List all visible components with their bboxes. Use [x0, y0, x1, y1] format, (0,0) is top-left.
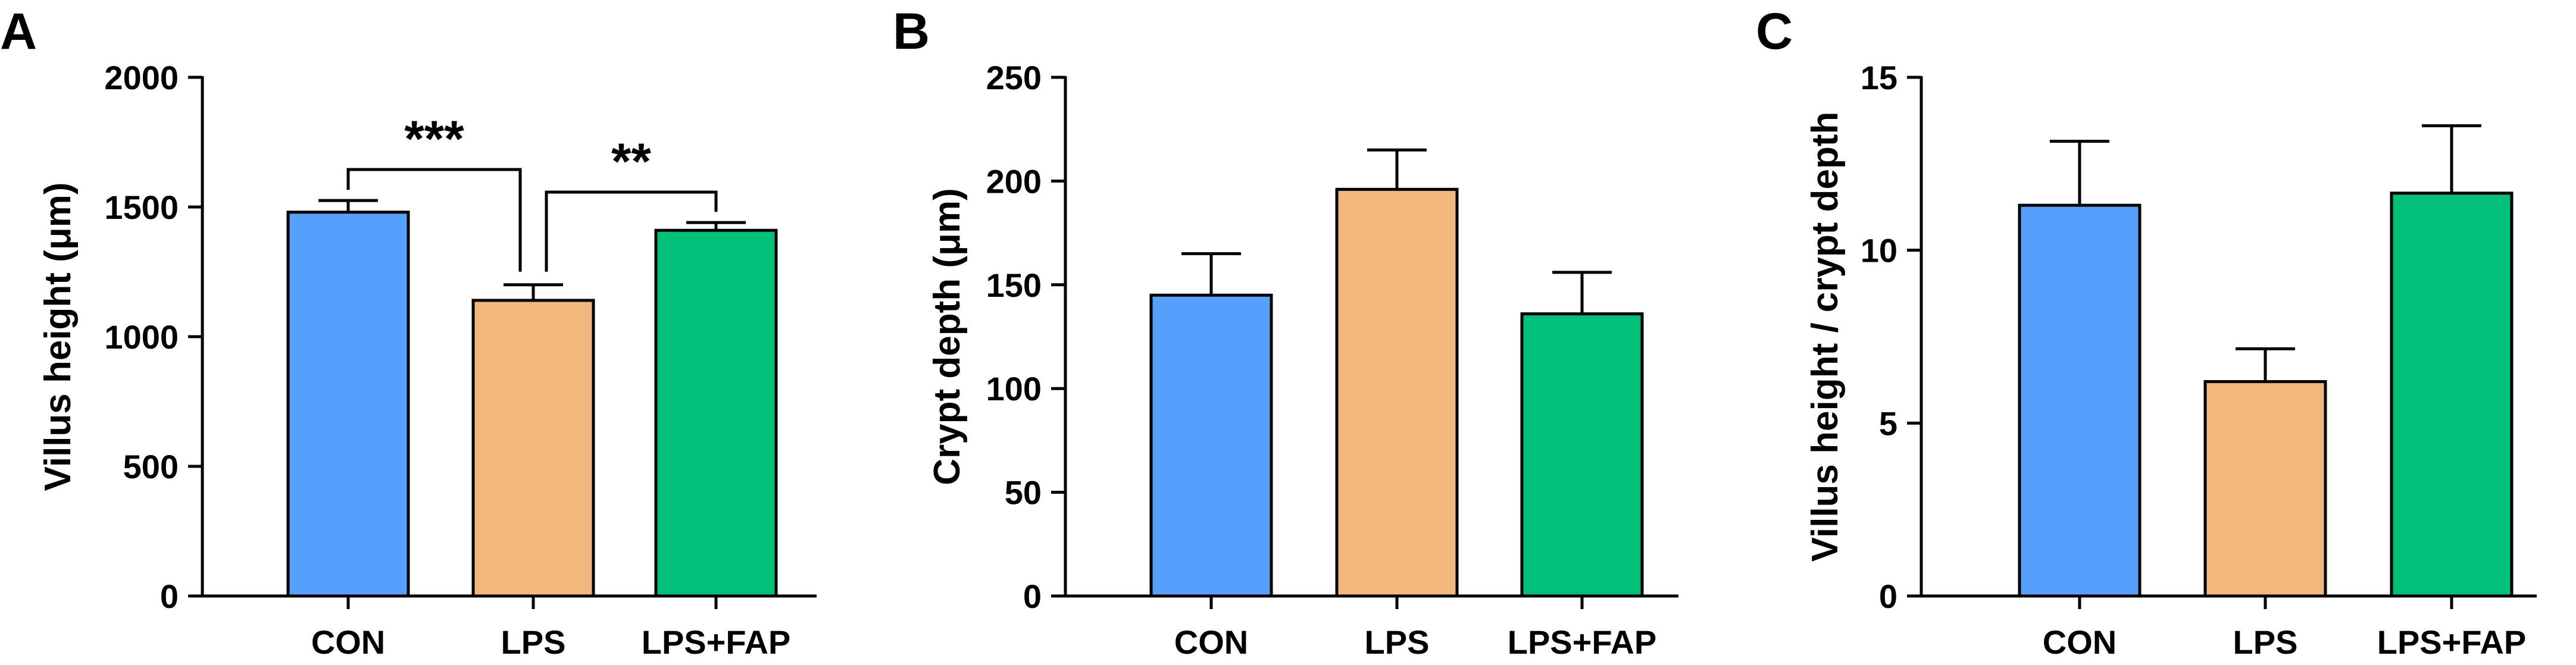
significance-label: ** [611, 133, 651, 190]
x-tick-label: LPS [501, 623, 566, 661]
y-tick-label: 15 [1861, 59, 1897, 96]
x-tick-label: LPS [2233, 623, 2298, 661]
y-tick-label: 100 [986, 370, 1042, 407]
bar-con [1149, 293, 1273, 598]
y-tick-label: 1000 [104, 318, 179, 356]
y-tick-label: 500 [123, 448, 179, 485]
y-tick-label: 10 [1861, 232, 1897, 269]
bar-lps [2203, 380, 2327, 598]
y-axis-title: Crypt depth (μm) [927, 188, 968, 485]
y-axis-title: Villus height (μm) [37, 182, 79, 491]
bar-lps [471, 299, 595, 598]
y-tick-label: 200 [986, 162, 1042, 200]
y-tick-label: 250 [986, 59, 1042, 96]
y-tick-label: 2000 [104, 59, 179, 96]
y-tick-label: 150 [986, 266, 1042, 304]
panel-a: A Villus height (μm) CON LPS LPS+FAP 0 500 1000… [0, 3, 817, 661]
significance-label: *** [404, 111, 464, 168]
bar-con [286, 211, 410, 598]
panel-letter: A [0, 3, 37, 60]
panel-letter: C [1756, 3, 1793, 60]
panel-c: C Villus height / crypt depth CON LPS LPS+FA… [1756, 3, 2537, 661]
x-tick-label: LPS+FAP [1508, 623, 1657, 661]
x-tick-label: CON [311, 623, 385, 661]
bar-lps-fap [2390, 192, 2514, 598]
x-tick-label: LPS+FAP [2377, 623, 2527, 661]
y-axis-title: Villus height / crypt depth [1805, 112, 1846, 562]
y-tick-label: 1500 [104, 189, 179, 226]
panel-b: B Crypt depth (μm) CON LPS LPS+FAP 0 50 100 150 2… [893, 3, 1678, 661]
x-tick-label: LPS [1365, 623, 1430, 661]
bar-lps-fap [1520, 312, 1644, 598]
bar-lps-fap [654, 228, 778, 598]
y-tick-label: 0 [1879, 578, 1897, 615]
y-tick-label: 0 [160, 578, 179, 615]
bar-con [2018, 203, 2142, 598]
significance-bracket [545, 190, 718, 272]
x-tick-label: CON [1174, 623, 1248, 661]
x-tick-label: LPS+FAP [642, 623, 791, 661]
x-tick-label: CON [2043, 623, 2117, 661]
y-tick-label: 0 [1023, 578, 1042, 615]
bar-lps [1335, 187, 1459, 598]
panel-letter: B [893, 3, 930, 60]
y-tick-label: 5 [1879, 404, 1897, 442]
significance-bracket [346, 168, 522, 272]
y-tick-label: 50 [1005, 474, 1042, 512]
